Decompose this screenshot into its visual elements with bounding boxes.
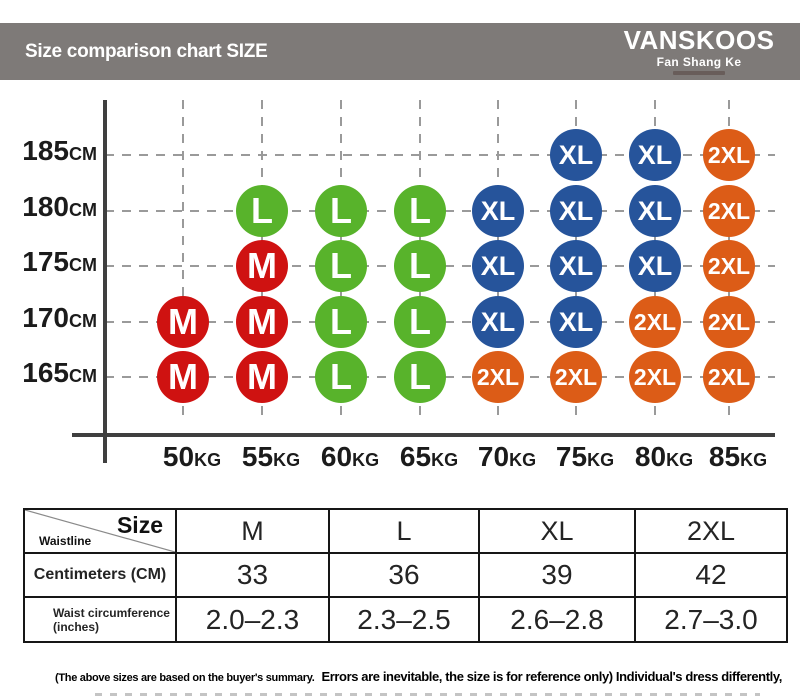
table-value-cell: 36 <box>328 552 480 598</box>
brand-subtitle: Fan Shang Ke <box>656 55 742 69</box>
x-axis-tick-label: 75KG <box>555 441 615 472</box>
point-2XL-75KG-165CM: 2XL <box>550 351 602 403</box>
point-XL-75KG-180CM: XL <box>550 185 602 237</box>
point-M-55KG-170CM: M <box>236 296 288 348</box>
point-2XL-85KG-180CM: 2XL <box>703 185 755 237</box>
table-value-cell: 2.0–2.3 <box>175 596 330 643</box>
footer-note-small: (The above sizes are based on the buyer'… <box>55 672 315 684</box>
point-M-55KG-165CM: M <box>236 351 288 403</box>
page-title: Size comparison chart SIZE <box>25 40 268 62</box>
point-L-65KG-180CM: L <box>394 185 446 237</box>
point-L-65KG-175CM: L <box>394 240 446 292</box>
table-row-label: Waist circumference (inches) <box>23 596 177 643</box>
x-axis-tick-label: 55KG <box>241 441 301 472</box>
point-XL-75KG-170CM: XL <box>550 296 602 348</box>
y-axis-tick-label: 165CM <box>22 357 97 388</box>
x-axis-tick-label: 70KG <box>477 441 537 472</box>
footer-note: (The above sizes are based on the buyer'… <box>55 669 782 684</box>
x-axis-line <box>72 433 775 437</box>
point-M-55KG-175CM: M <box>236 240 288 292</box>
point-L-60KG-170CM: L <box>315 296 367 348</box>
point-2XL-85KG-165CM: 2XL <box>703 351 755 403</box>
point-XL-70KG-175CM: XL <box>472 240 524 292</box>
point-L-60KG-180CM: L <box>315 185 367 237</box>
table-value-cell: 2.3–2.5 <box>328 596 480 643</box>
x-axis-tick-label: 85KG <box>708 441 768 472</box>
corner-label-size: Size <box>116 512 163 538</box>
point-2XL-85KG-185CM: 2XL <box>703 129 755 181</box>
gridline-horizontal <box>105 154 775 156</box>
point-2XL-85KG-175CM: 2XL <box>703 240 755 292</box>
table-value-cell: 2.6–2.8 <box>478 596 636 643</box>
brand-underline-decoration <box>673 71 725 75</box>
corner-label-waistline: Waistline <box>39 534 92 548</box>
footer-note-large: Errors are inevitable, the size is for r… <box>321 669 782 684</box>
x-axis-tick-label: 50KG <box>162 441 222 472</box>
table-row-label: Centimeters (CM) <box>23 552 177 598</box>
point-L-65KG-165CM: L <box>394 351 446 403</box>
height-weight-size-chart: 185CM 180CM 175CM 170CM 165CM 50KG 55KG 60KG 65K… <box>22 100 775 472</box>
gridline-vertical <box>182 100 184 423</box>
table-column-header-L: L <box>328 508 480 554</box>
size-table: Size Waistline M L XL 2XL Centimeters (CM) 33 3… <box>23 508 788 643</box>
table-corner-cell: Size Waistline <box>23 508 177 554</box>
point-L-65KG-170CM: L <box>394 296 446 348</box>
point-2XL-80KG-170CM: 2XL <box>629 296 681 348</box>
y-axis-tick-label: 175CM <box>22 246 97 277</box>
x-axis-tick-label: 60KG <box>320 441 380 472</box>
table-value-cell: 33 <box>175 552 330 598</box>
header-bar: Size comparison chart SIZE VANSKOOS Fan … <box>0 23 800 80</box>
table-value-cell: 42 <box>634 552 788 598</box>
table-value-cell: 2.7–3.0 <box>634 596 788 643</box>
point-2XL-85KG-170CM: 2XL <box>703 296 755 348</box>
point-L-60KG-175CM: L <box>315 240 367 292</box>
point-L-60KG-165CM: L <box>315 351 367 403</box>
x-axis-tick-label: 80KG <box>634 441 694 472</box>
point-XL-80KG-175CM: XL <box>629 240 681 292</box>
point-XL-80KG-185CM: XL <box>629 129 681 181</box>
point-XL-80KG-180CM: XL <box>629 185 681 237</box>
point-2XL-80KG-165CM: 2XL <box>629 351 681 403</box>
point-XL-75KG-175CM: XL <box>550 240 602 292</box>
y-axis-tick-label: 185CM <box>22 135 97 166</box>
y-axis-tick-label: 170CM <box>22 302 97 333</box>
table-column-header-2XL: 2XL <box>634 508 788 554</box>
point-L-55KG-180CM: L <box>236 185 288 237</box>
point-M-50KG-165CM: M <box>157 351 209 403</box>
table-column-header-M: M <box>175 508 330 554</box>
clipped-next-line-artifact <box>95 693 760 696</box>
y-axis-tick-label: 180CM <box>22 191 97 222</box>
x-axis-tick-label: 65KG <box>399 441 459 472</box>
point-XL-70KG-170CM: XL <box>472 296 524 348</box>
brand-block: VANSKOOS Fan Shang Ke <box>618 26 780 80</box>
point-M-50KG-170CM: M <box>157 296 209 348</box>
table-column-header-XL: XL <box>478 508 636 554</box>
point-XL-70KG-180CM: XL <box>472 185 524 237</box>
brand-logo: VANSKOOS <box>623 25 775 55</box>
point-XL-75KG-185CM: XL <box>550 129 602 181</box>
diagonal-divider-line <box>25 510 175 552</box>
point-2XL-70KG-165CM: 2XL <box>472 351 524 403</box>
table-value-cell: 39 <box>478 552 636 598</box>
y-axis-line <box>103 100 107 463</box>
